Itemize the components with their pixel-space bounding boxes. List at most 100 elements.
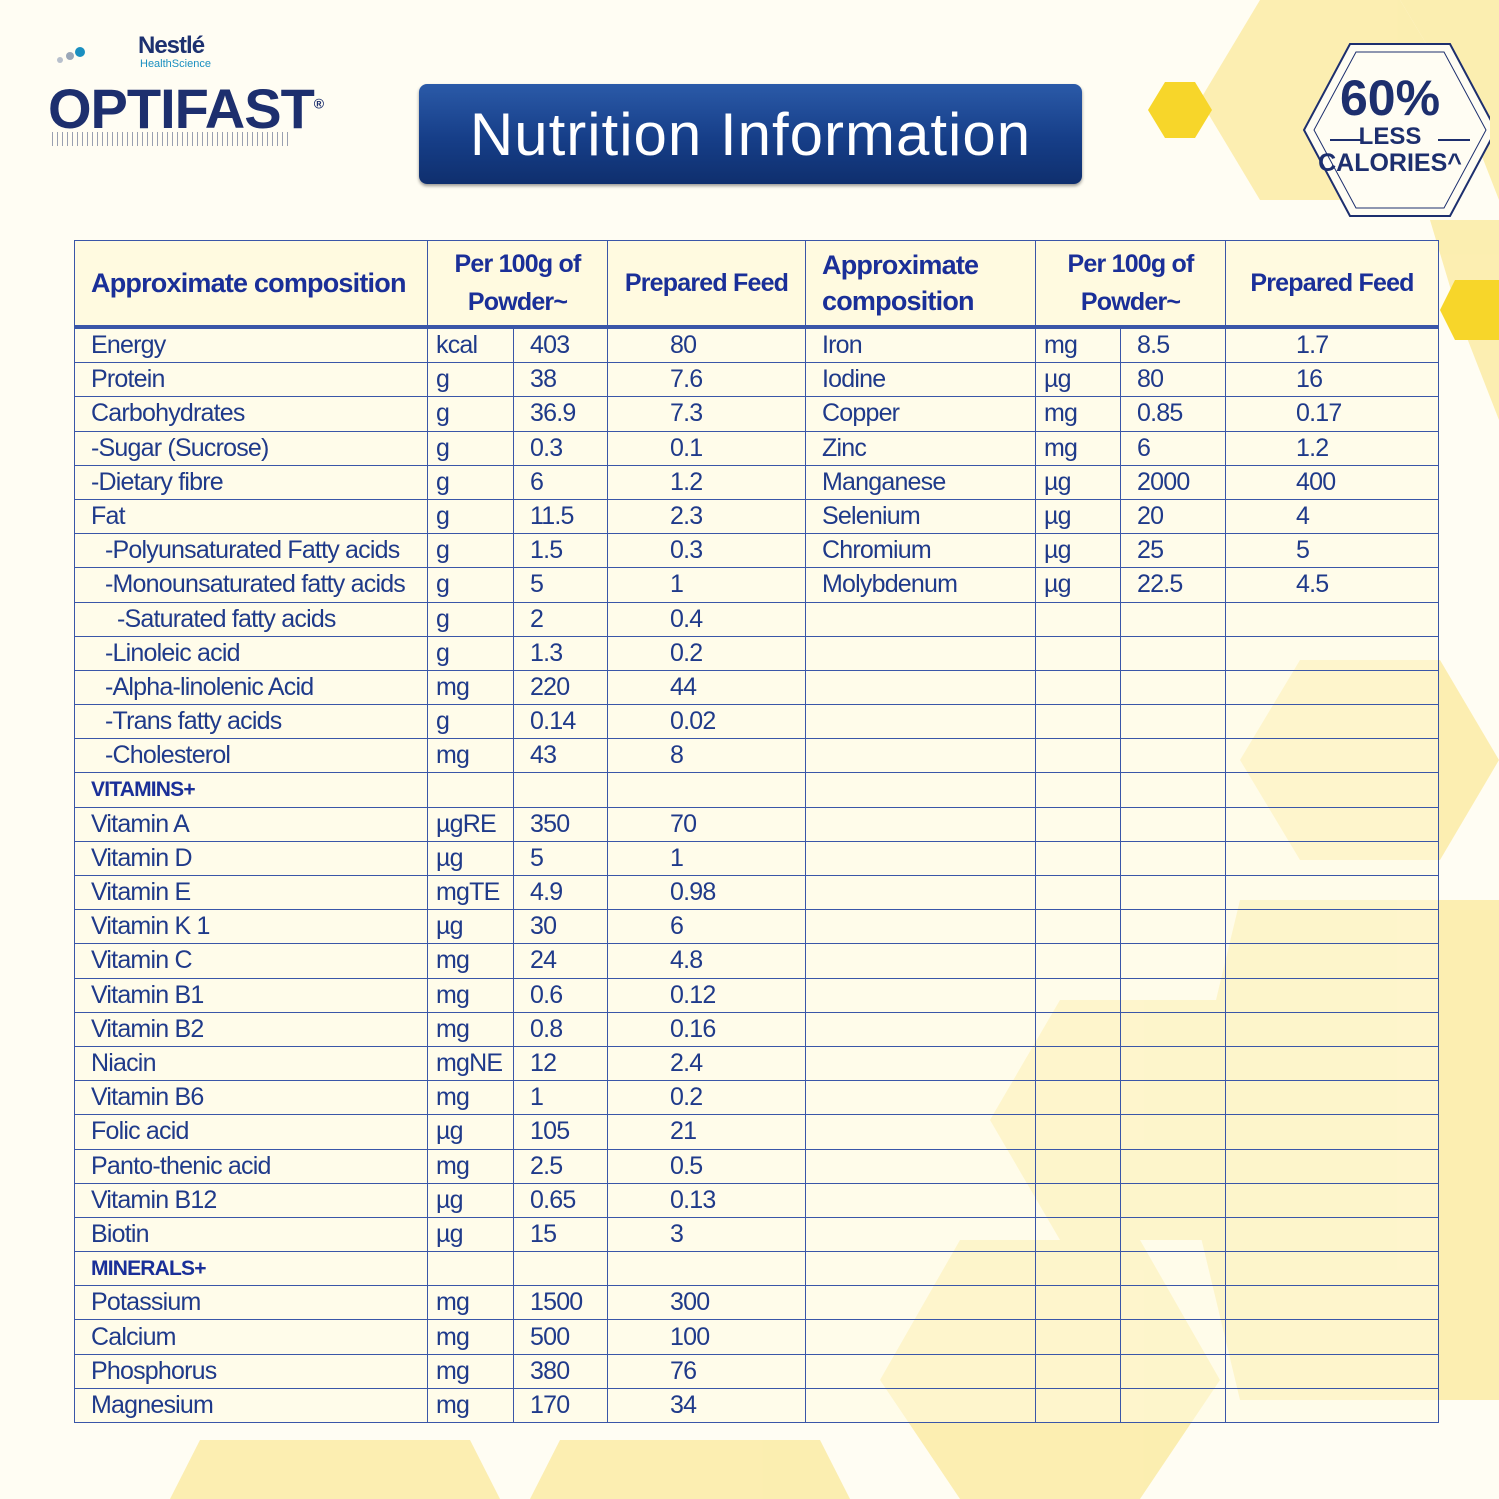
table-row: -Alpha-linolenic Acid mg 220 44 (74, 669, 1440, 706)
empty-cell (1120, 635, 1227, 671)
nutrient-unit: g (427, 635, 514, 671)
prepared-value: 5 (1225, 533, 1440, 569)
badge-calories: CALORIES^ (1318, 149, 1462, 177)
nutrient-name: Vitamin B12 (74, 1182, 428, 1218)
nutrient-unit: mg (427, 1011, 514, 1047)
healthscience-wordmark: HealthScience (140, 58, 211, 70)
badge-less: LESS (1358, 123, 1422, 150)
empty-cell (1035, 1285, 1122, 1321)
nutrient-unit: g (427, 464, 514, 500)
table-header-row: Approximate composition Per 100g of Powd… (74, 240, 1440, 328)
empty-cell (427, 1251, 514, 1287)
prepared-value: 1.2 (1225, 430, 1440, 466)
table-row: Biotin µg 15 3 (74, 1216, 1440, 1253)
nutrient-name: Iron (805, 326, 1037, 364)
empty-cell (1120, 738, 1227, 774)
prepared-value: 0.02 (607, 704, 807, 740)
nutrient-unit: mg (427, 1148, 514, 1184)
empty-cell (1225, 806, 1440, 842)
nutrient-name: Vitamin D (74, 840, 428, 877)
nutrient-name: Protein (74, 362, 428, 398)
empty-cell (1120, 806, 1227, 842)
empty-cell (1035, 1011, 1122, 1047)
nutrient-unit: µg (1035, 464, 1122, 500)
table-row: Protein g 38 7.6 Iodine µg 80 16 (74, 362, 1440, 398)
empty-cell (607, 1251, 807, 1287)
nutrient-name: Chromium (805, 533, 1037, 569)
nutrient-name: Selenium (805, 498, 1037, 535)
per100-value: 350 (512, 806, 609, 842)
per100-value: 2000 (1120, 464, 1227, 500)
table-row: Vitamin B6 mg 1 0.2 (74, 1080, 1440, 1116)
empty-cell (1225, 601, 1440, 637)
per100-value: 1.5 (512, 533, 609, 569)
empty-cell (805, 1182, 1037, 1218)
nutrient-unit: µg (1035, 567, 1122, 603)
table-row: -Cholesterol mg 43 8 (74, 738, 1440, 774)
empty-cell (1225, 977, 1440, 1013)
per100-value: 22.5 (1120, 567, 1227, 603)
per100-value: 11.5 (512, 498, 609, 535)
nutrient-name: Vitamin B2 (74, 1011, 428, 1047)
empty-cell (1035, 840, 1122, 877)
nutrient-name: Vitamin B1 (74, 977, 428, 1013)
table-row: Vitamin B1 mg 0.6 0.12 (74, 977, 1440, 1013)
prepared-value: 44 (607, 669, 807, 706)
empty-cell (805, 1011, 1037, 1047)
empty-cell (805, 669, 1037, 706)
empty-cell (1035, 1353, 1122, 1389)
empty-cell (805, 772, 1037, 808)
nutrient-name: Magnesium (74, 1387, 428, 1424)
table-row: Carbohydrates g 36.9 7.3 Copper mg 0.85 0.17 (74, 396, 1440, 432)
nutrient-unit: g (427, 430, 514, 466)
per100-value: 2.5 (512, 1148, 609, 1184)
empty-cell (1225, 1148, 1440, 1184)
table-row: VITAMINS+ (74, 772, 1440, 808)
empty-cell (1225, 669, 1440, 706)
prepared-value: 0.4 (607, 601, 807, 637)
empty-cell (805, 874, 1037, 911)
per100-value: 105 (512, 1114, 609, 1150)
empty-cell (1225, 1182, 1440, 1218)
empty-cell (805, 806, 1037, 842)
per100-value: 0.6 (512, 977, 609, 1013)
empty-cell (1120, 1148, 1227, 1184)
prepared-value: 7.6 (607, 362, 807, 398)
prepared-value: 21 (607, 1114, 807, 1150)
optifast-wordmark: OPTIFAST® (48, 77, 324, 140)
per100-value: 0.65 (512, 1182, 609, 1218)
prepared-value: 80 (607, 326, 807, 364)
nutrient-unit: µg (1035, 498, 1122, 535)
nestle-birds-icon (57, 47, 85, 63)
header-composition: Approximate composition (74, 240, 428, 328)
empty-cell (1120, 1011, 1227, 1047)
per100-value: 2 (512, 601, 609, 637)
prepared-value: 0.5 (607, 1148, 807, 1184)
nutrient-name: Copper (805, 396, 1037, 432)
per100-value: 500 (512, 1319, 609, 1355)
badge-percent: 60% (1339, 70, 1441, 126)
per100-value: 43 (512, 738, 609, 774)
nutrient-unit: mg (1035, 396, 1122, 432)
empty-cell (1035, 977, 1122, 1013)
table-row: Vitamin B2 mg 0.8 0.16 (74, 1011, 1440, 1047)
empty-cell (805, 1114, 1037, 1150)
empty-cell (1035, 738, 1122, 774)
empty-cell (1225, 1011, 1440, 1047)
empty-cell (805, 1080, 1037, 1116)
empty-cell (1225, 704, 1440, 740)
header-prepared-right: Prepared Feed (1225, 240, 1440, 328)
empty-cell (1225, 943, 1440, 979)
nutrient-unit: mg (427, 943, 514, 979)
prepared-value: 0.1 (607, 430, 807, 466)
nutrient-unit: mg (427, 1353, 514, 1389)
prepared-value: 300 (607, 1285, 807, 1321)
per100-value: 25 (1120, 533, 1227, 569)
empty-cell (1035, 1319, 1122, 1355)
per100-value: 1.3 (512, 635, 609, 671)
table-row: Vitamin B12 µg 0.65 0.13 (74, 1182, 1440, 1218)
table-row: -Linoleic acid g 1.3 0.2 (74, 635, 1440, 671)
empty-cell (1035, 806, 1122, 842)
per100-value: 15 (512, 1216, 609, 1253)
